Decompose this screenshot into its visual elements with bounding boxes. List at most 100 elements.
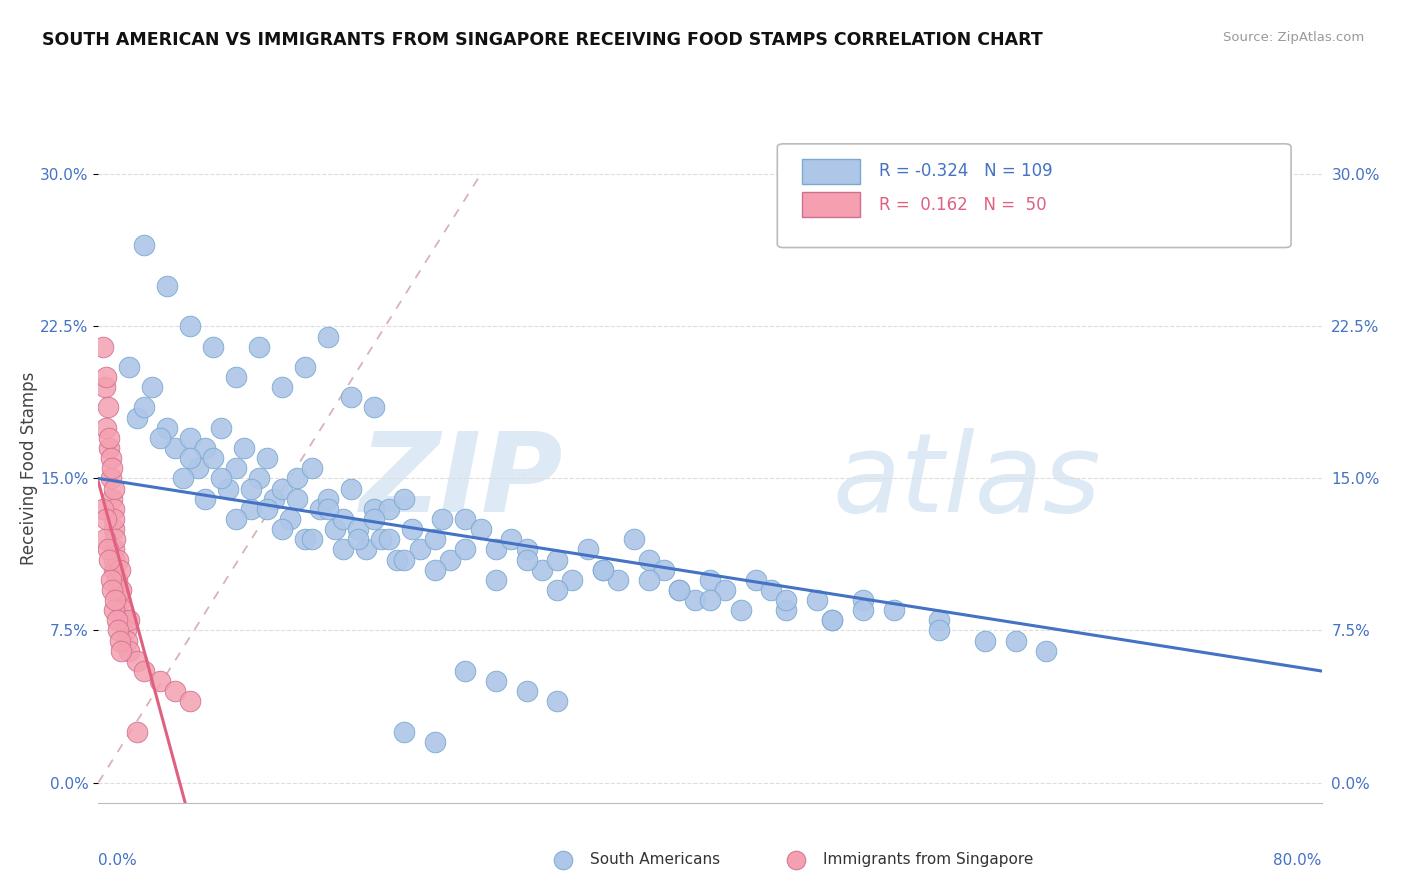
Point <box>247 471 270 485</box>
Point <box>974 633 997 648</box>
Point <box>347 533 370 547</box>
Point <box>256 501 278 516</box>
Point <box>105 613 128 627</box>
Point <box>316 329 339 343</box>
Point <box>378 533 401 547</box>
Point <box>270 380 294 394</box>
Point <box>96 777 118 791</box>
Point <box>225 461 247 475</box>
Point <box>149 674 172 689</box>
Point <box>149 431 172 445</box>
Text: Immigrants from Singapore: Immigrants from Singapore <box>823 852 1033 867</box>
Point <box>125 410 148 425</box>
Point <box>103 563 125 577</box>
Point <box>316 491 339 506</box>
Point <box>93 777 115 791</box>
Point <box>683 593 706 607</box>
Point <box>363 512 385 526</box>
Text: Source: ZipAtlas.com: Source: ZipAtlas.com <box>1223 31 1364 45</box>
Bar <box>801 192 860 218</box>
Point <box>546 582 568 597</box>
Point <box>928 624 950 638</box>
Point <box>108 563 131 577</box>
Point <box>98 552 121 566</box>
Point <box>103 522 125 536</box>
Point <box>217 482 239 496</box>
Point <box>91 501 114 516</box>
Point <box>1035 644 1057 658</box>
Point <box>516 542 538 557</box>
Point <box>97 542 120 557</box>
Point <box>107 552 129 566</box>
Text: 80.0%: 80.0% <box>1274 854 1322 869</box>
Point <box>97 401 120 415</box>
Point <box>454 664 477 678</box>
Point <box>118 644 141 658</box>
Point <box>652 563 675 577</box>
Point <box>110 582 132 597</box>
Point <box>103 512 125 526</box>
Point <box>699 573 721 587</box>
Text: R =  0.162   N =  50: R = 0.162 N = 50 <box>879 195 1046 214</box>
Point <box>638 573 661 587</box>
Point <box>134 664 156 678</box>
Point <box>100 471 122 485</box>
Point <box>485 573 508 587</box>
Point <box>592 563 614 577</box>
Point <box>316 501 339 516</box>
Point <box>516 552 538 566</box>
Point <box>179 431 201 445</box>
Point <box>134 401 156 415</box>
Point <box>93 533 115 547</box>
Point <box>285 471 308 485</box>
Point <box>439 552 461 566</box>
Point <box>928 613 950 627</box>
Text: ZIP: ZIP <box>360 428 564 535</box>
Point <box>125 724 148 739</box>
Point <box>103 482 125 496</box>
Point <box>179 319 201 334</box>
Point <box>101 491 124 506</box>
Point <box>91 340 114 354</box>
FancyBboxPatch shape <box>778 144 1291 248</box>
Point <box>294 533 316 547</box>
Point <box>432 512 454 526</box>
Point <box>485 674 508 689</box>
Point <box>309 501 332 516</box>
Point <box>561 573 583 587</box>
Point <box>100 451 122 466</box>
Point <box>187 461 209 475</box>
Point <box>370 533 392 547</box>
Point <box>93 380 115 394</box>
Point <box>110 644 132 658</box>
Point <box>332 542 354 557</box>
Point <box>98 431 121 445</box>
Point <box>775 593 797 607</box>
Point <box>194 441 217 455</box>
Text: R = -0.324   N = 109: R = -0.324 N = 109 <box>879 162 1053 180</box>
Point <box>103 542 125 557</box>
Point <box>408 542 430 557</box>
Point <box>332 512 354 526</box>
Text: 0.0%: 0.0% <box>98 854 138 869</box>
Point <box>179 694 201 708</box>
Point <box>111 603 134 617</box>
Point <box>94 370 117 384</box>
Point <box>104 533 127 547</box>
Point <box>301 533 323 547</box>
Point <box>301 461 323 475</box>
Point <box>225 512 247 526</box>
Point <box>125 654 148 668</box>
Point <box>285 491 308 506</box>
Point <box>516 684 538 698</box>
Point <box>94 421 117 435</box>
Point <box>699 593 721 607</box>
Point <box>101 461 124 475</box>
Point <box>883 603 905 617</box>
Point <box>546 552 568 566</box>
Point <box>401 522 423 536</box>
Point <box>454 542 477 557</box>
Point <box>240 501 263 516</box>
Point <box>668 582 690 597</box>
Point <box>117 633 139 648</box>
